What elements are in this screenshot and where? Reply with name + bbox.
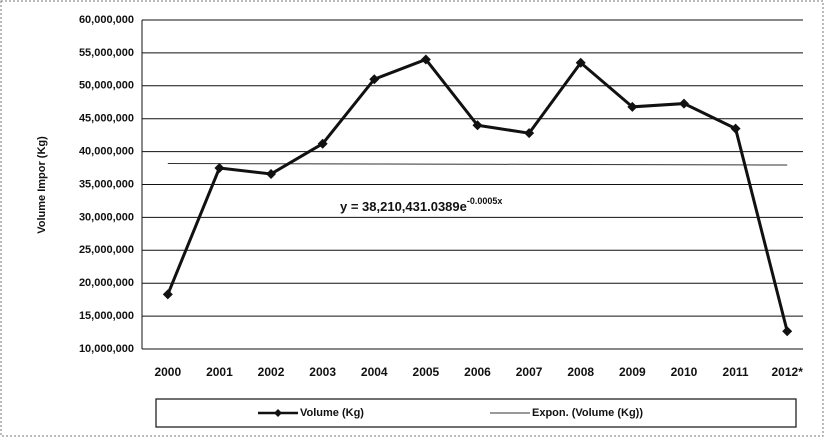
y-tick-label: 30,000,000 bbox=[79, 211, 134, 223]
marker bbox=[369, 74, 380, 85]
marker bbox=[730, 123, 741, 134]
legend-label: Volume (Kg) bbox=[300, 407, 364, 419]
legend-label: Expon. (Volume (Kg)) bbox=[532, 407, 643, 419]
marker bbox=[524, 128, 535, 139]
x-tick-label: 2006 bbox=[464, 365, 491, 379]
y-tick-label: 35,000,000 bbox=[79, 178, 134, 190]
legend-marker bbox=[274, 409, 282, 417]
y-tick-label: 50,000,000 bbox=[79, 80, 134, 92]
x-tick-label: 2012* bbox=[772, 365, 804, 379]
y-tick-label: 60,000,000 bbox=[79, 14, 134, 26]
marker bbox=[575, 57, 586, 68]
trend-equation: y = 38,210,431.0389e-0.0005x bbox=[340, 196, 502, 214]
y-tick-label: 20,000,000 bbox=[79, 277, 134, 289]
series-line bbox=[167, 163, 788, 166]
equation-exponent: -0.0005x bbox=[467, 196, 503, 206]
marker bbox=[782, 326, 793, 337]
legend-box bbox=[155, 398, 797, 428]
x-tick-label: 2005 bbox=[413, 365, 440, 379]
x-tick-label: 2003 bbox=[309, 365, 336, 379]
y-tick-label: 25,000,000 bbox=[79, 244, 134, 256]
x-tick-label: 2011 bbox=[723, 365, 749, 379]
marker bbox=[317, 138, 328, 149]
x-tick-label: 2008 bbox=[567, 365, 594, 379]
y-tick-label: 10,000,000 bbox=[79, 343, 134, 355]
y-tick-label: 55,000,000 bbox=[79, 47, 134, 59]
y-tick-label: 45,000,000 bbox=[79, 113, 134, 125]
x-tick-label: 2009 bbox=[619, 365, 646, 379]
marker bbox=[214, 163, 225, 174]
marker bbox=[627, 101, 638, 112]
marker bbox=[420, 54, 431, 65]
y-tick-label: 40,000,000 bbox=[79, 146, 134, 158]
marker bbox=[266, 168, 277, 179]
x-tick-label: 2001 bbox=[206, 365, 233, 379]
marker bbox=[162, 289, 173, 300]
marker bbox=[472, 120, 483, 131]
equation-text: y = 38,210,431.0389e bbox=[340, 199, 467, 214]
x-tick-label: 2004 bbox=[361, 365, 388, 379]
marker bbox=[678, 98, 689, 109]
x-tick-label: 2010 bbox=[671, 365, 698, 379]
y-tick-label: 15,000,000 bbox=[79, 310, 134, 322]
x-tick-label: 2000 bbox=[154, 365, 181, 379]
x-tick-label: 2007 bbox=[516, 365, 543, 379]
x-tick-label: 2002 bbox=[258, 365, 285, 379]
y-axis-label: Volume Impor (Kg) bbox=[36, 136, 48, 234]
